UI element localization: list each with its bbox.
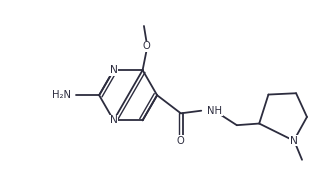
Text: N: N xyxy=(290,136,298,146)
Text: NH: NH xyxy=(207,106,222,116)
Text: N: N xyxy=(110,115,118,125)
Text: N: N xyxy=(110,65,118,75)
Text: O: O xyxy=(177,136,185,146)
Text: H₂N: H₂N xyxy=(52,90,71,100)
Text: O: O xyxy=(143,41,150,51)
